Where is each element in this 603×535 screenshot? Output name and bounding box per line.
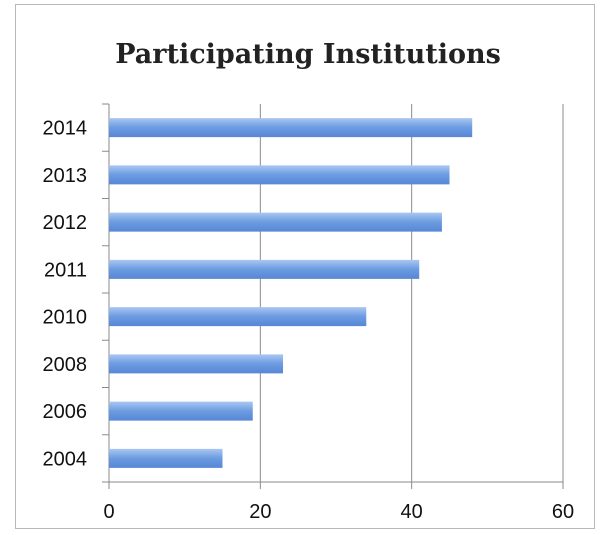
x-tick-label-0: 0: [103, 501, 114, 523]
y-tick-label-2013: 2013: [43, 165, 88, 187]
y-tick-label-2006: 2006: [43, 401, 88, 423]
bar-2004: [109, 448, 223, 468]
bar-2010: [109, 307, 367, 327]
bar-2011: [109, 259, 420, 279]
y-tick-label-2010: 2010: [43, 307, 88, 329]
bar-2008: [109, 354, 284, 374]
axes: [102, 103, 564, 489]
y-tick-label-2004: 2004: [43, 448, 88, 470]
grid-lines: [259, 104, 564, 482]
y-tick-label-2012: 2012: [43, 212, 88, 234]
x-tick-label-40: 40: [401, 501, 423, 523]
x-tick-label-20: 20: [249, 501, 271, 523]
bar-2013: [109, 165, 450, 185]
value-tick-labels: 0 20 40 60: [103, 501, 574, 523]
bars: [109, 118, 473, 468]
bar-2012: [109, 212, 442, 232]
chart-title: Participating Institutions: [115, 39, 501, 70]
y-tick-label-2011: 2011: [44, 259, 87, 281]
category-labels: 2004 2006 2008 2010 2011 2012 2013 2014: [43, 118, 88, 471]
y-tick-label-2014: 2014: [43, 118, 88, 140]
x-tick-label-60: 60: [552, 501, 574, 523]
y-tick-label-2008: 2008: [43, 354, 88, 376]
bar-2006: [109, 401, 253, 421]
bar-2014: [109, 118, 473, 138]
